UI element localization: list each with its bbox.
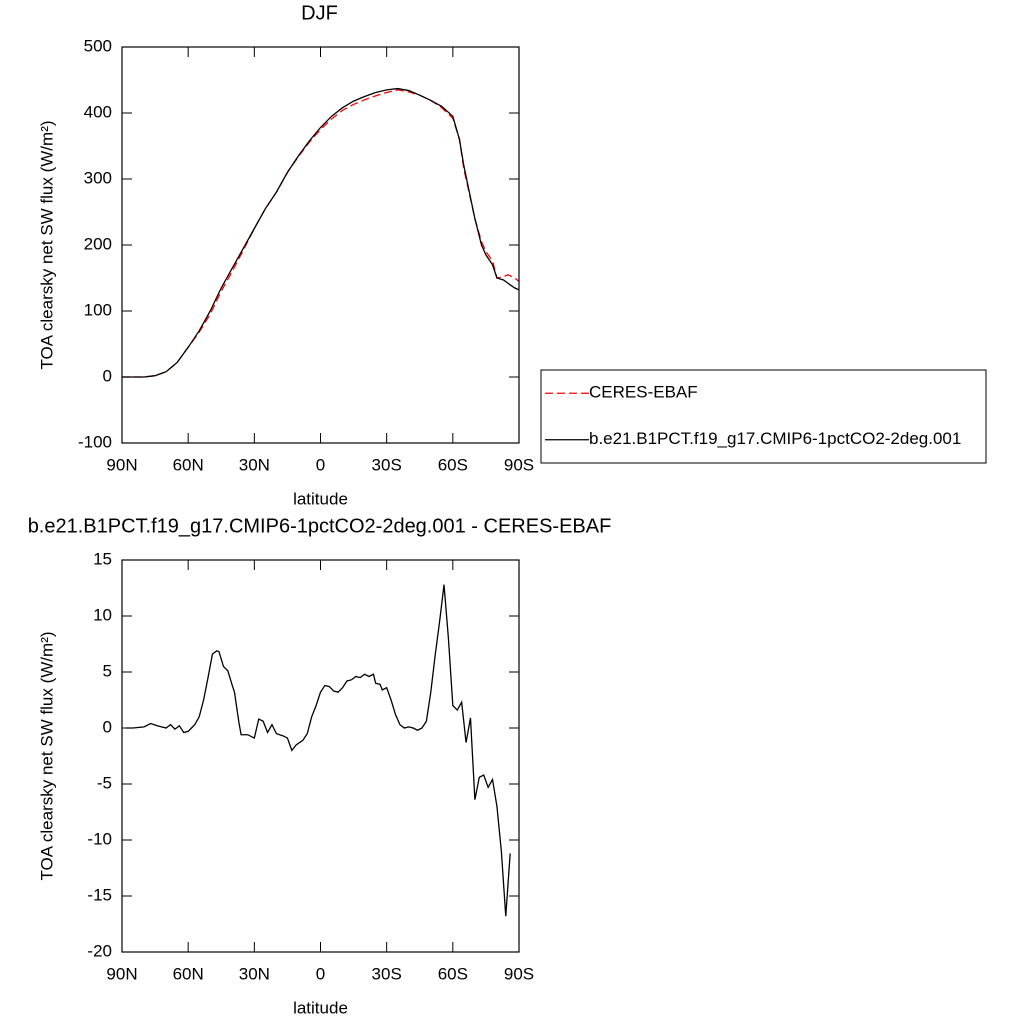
y-tick-label: -5 xyxy=(97,773,112,792)
chart-title: DJF xyxy=(301,2,338,24)
x-tick-label: 0 xyxy=(316,964,325,983)
data-line xyxy=(122,89,520,378)
legend-label: CERES-EBAF xyxy=(589,383,698,402)
chart-title: b.e21.B1PCT.f19_g17.CMIP6-1pctCO2-2deg.0… xyxy=(28,515,612,537)
x-tick-label: 90N xyxy=(106,455,137,474)
y-tick-label: 300 xyxy=(84,168,112,187)
x-axis-label: latitude xyxy=(293,998,348,1017)
x-tick-label: 30N xyxy=(239,455,270,474)
x-tick-label: 30S xyxy=(372,964,402,983)
x-tick-label: 60S xyxy=(438,455,468,474)
data-line xyxy=(126,584,511,917)
y-tick-label: 15 xyxy=(93,549,112,568)
y-tick-label: -100 xyxy=(78,432,112,451)
x-tick-label: 90N xyxy=(106,964,137,983)
y-tick-label: 0 xyxy=(103,366,112,385)
x-tick-label: 90S xyxy=(504,964,534,983)
x-tick-label: 60N xyxy=(173,964,204,983)
y-tick-label: -15 xyxy=(87,885,112,904)
y-tick-label: 5 xyxy=(103,661,112,680)
x-tick-label: 60S xyxy=(438,964,468,983)
y-tick-label: 10 xyxy=(93,605,112,624)
y-tick-label: 400 xyxy=(84,102,112,121)
x-tick-label: 0 xyxy=(316,455,325,474)
y-tick-label: 100 xyxy=(84,300,112,319)
y-tick-label: -10 xyxy=(87,829,112,848)
plot-frame xyxy=(121,559,520,953)
plot-frame xyxy=(121,46,520,444)
x-axis-label: latitude xyxy=(293,489,348,508)
y-axis-label: TOA clearsky net SW flux (W/m²) xyxy=(37,120,56,369)
y-tick-label: -20 xyxy=(87,941,112,960)
y-axis-label: TOA clearsky net SW flux (W/m²) xyxy=(37,631,56,880)
y-tick-label: 0 xyxy=(103,717,112,736)
x-tick-label: 90S xyxy=(504,455,534,474)
x-tick-label: 60N xyxy=(173,455,204,474)
y-tick-label: 500 xyxy=(84,36,112,55)
y-tick-label: 200 xyxy=(84,234,112,253)
x-tick-label: 30N xyxy=(239,964,270,983)
x-tick-label: 30S xyxy=(372,455,402,474)
legend-box xyxy=(540,369,987,464)
data-line xyxy=(122,87,520,378)
legend-label: b.e21.B1PCT.f19_g17.CMIP6-1pctCO2-2deg.0… xyxy=(589,429,961,448)
